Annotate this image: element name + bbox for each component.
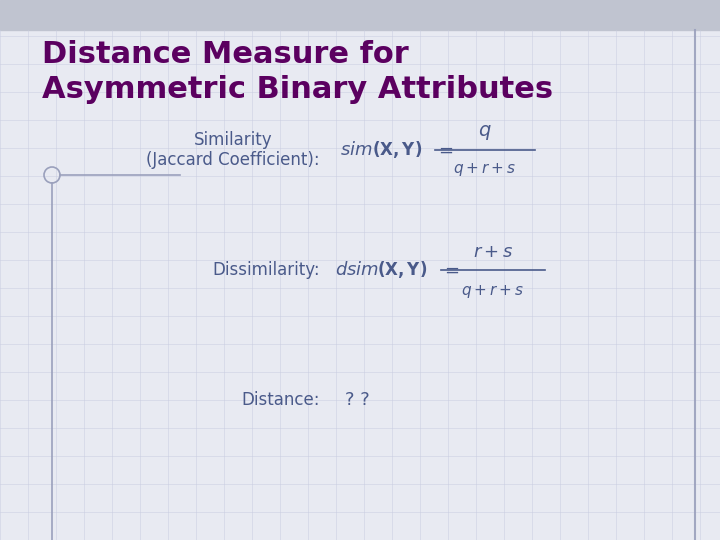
Text: $r+s$: $r+s$ [473,243,513,261]
Text: $=$: $=$ [435,141,454,159]
Text: ? ?: ? ? [345,391,370,409]
Text: $\mathbf{(X,Y)}$: $\mathbf{(X,Y)}$ [377,260,427,280]
Text: Distance Measure for: Distance Measure for [42,40,409,69]
Text: $=$: $=$ [441,261,459,279]
Text: $\mathbf{(X,Y)}$: $\mathbf{(X,Y)}$ [372,139,422,160]
Text: Distance:: Distance: [241,391,320,409]
Text: Asymmetric Binary Attributes: Asymmetric Binary Attributes [42,75,553,104]
Bar [0,0,720,30]
Text: $\mathit{q}$: $\mathit{q}$ [478,123,492,141]
Text: Dissimilarity:: Dissimilarity: [212,261,320,279]
Text: $q+r+s$: $q+r+s$ [454,161,516,179]
Text: $\mathit{sim}$: $\mathit{sim}$ [340,141,373,159]
Text: $q+r+s$: $q+r+s$ [462,284,524,300]
Text: Similarity
(Jaccard Coefficient):: Similarity (Jaccard Coefficient): [146,131,320,170]
Text: $\mathit{dsim}$: $\mathit{dsim}$ [335,261,379,279]
